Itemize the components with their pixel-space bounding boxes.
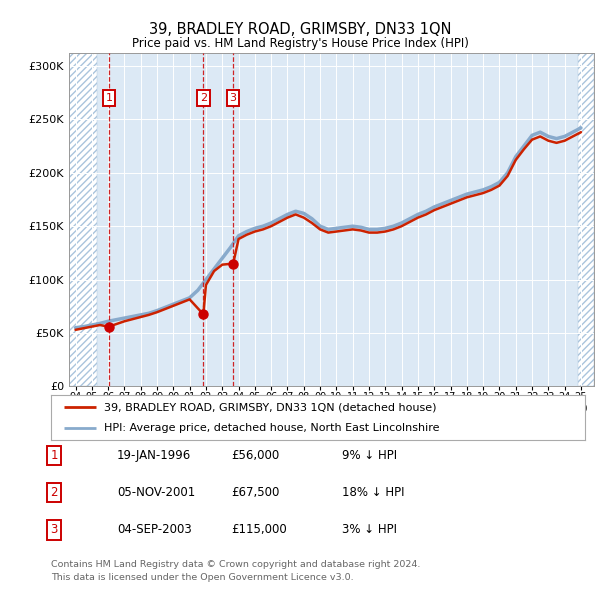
Text: 2: 2	[200, 93, 207, 103]
Text: £67,500: £67,500	[231, 486, 280, 499]
Text: 9% ↓ HPI: 9% ↓ HPI	[342, 449, 397, 462]
Text: 04-SEP-2003: 04-SEP-2003	[117, 523, 192, 536]
Text: Price paid vs. HM Land Registry's House Price Index (HPI): Price paid vs. HM Land Registry's House …	[131, 37, 469, 50]
Text: 1: 1	[106, 93, 112, 103]
Text: This data is licensed under the Open Government Licence v3.0.: This data is licensed under the Open Gov…	[51, 572, 353, 582]
Text: 3: 3	[230, 93, 236, 103]
Text: £56,000: £56,000	[231, 449, 279, 462]
Text: 3% ↓ HPI: 3% ↓ HPI	[342, 523, 397, 536]
Text: 19-JAN-1996: 19-JAN-1996	[117, 449, 191, 462]
Text: 05-NOV-2001: 05-NOV-2001	[117, 486, 195, 499]
Text: HPI: Average price, detached house, North East Lincolnshire: HPI: Average price, detached house, Nort…	[104, 424, 440, 434]
Bar	[578, 53, 594, 386]
Text: 39, BRADLEY ROAD, GRIMSBY, DN33 1QN: 39, BRADLEY ROAD, GRIMSBY, DN33 1QN	[149, 22, 451, 37]
Bar	[69, 53, 97, 386]
Text: 1: 1	[50, 449, 58, 462]
Text: 2: 2	[50, 486, 58, 499]
Text: £115,000: £115,000	[231, 523, 287, 536]
Text: 3: 3	[50, 523, 58, 536]
Text: Contains HM Land Registry data © Crown copyright and database right 2024.: Contains HM Land Registry data © Crown c…	[51, 559, 421, 569]
Text: 39, BRADLEY ROAD, GRIMSBY, DN33 1QN (detached house): 39, BRADLEY ROAD, GRIMSBY, DN33 1QN (det…	[104, 402, 437, 412]
Text: 18% ↓ HPI: 18% ↓ HPI	[342, 486, 404, 499]
